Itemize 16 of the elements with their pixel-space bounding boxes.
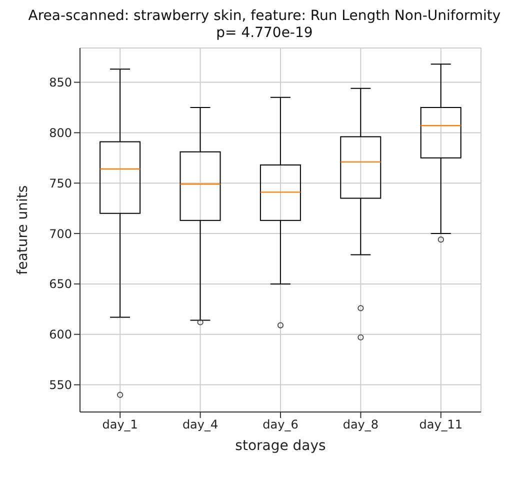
chart-subtitle: p= 4.770e-19: [215, 25, 314, 42]
y-tick-label: 550: [49, 378, 72, 392]
y-tick-label: 750: [49, 176, 72, 190]
x-tick-label: day_11: [419, 418, 463, 432]
x-tick-label: day_8: [342, 418, 379, 432]
y-tick-label: 850: [49, 76, 72, 90]
y-tick-label: 700: [49, 226, 72, 241]
chart-title: Area-scanned: strawberry skin, feature: Run Length Non-Uniformity: [27, 8, 502, 25]
y-tick-label: 800: [49, 126, 72, 140]
y-tick-label: 650: [49, 277, 72, 292]
x-tick-label: day_1: [102, 418, 138, 432]
x-tick-label: day_4: [182, 418, 218, 432]
y-axis-title: feature units: [14, 185, 31, 275]
x-axis-title: storage days: [235, 438, 326, 454]
x-tick-label: day_6: [262, 418, 298, 432]
y-tick-label: 600: [49, 328, 72, 342]
